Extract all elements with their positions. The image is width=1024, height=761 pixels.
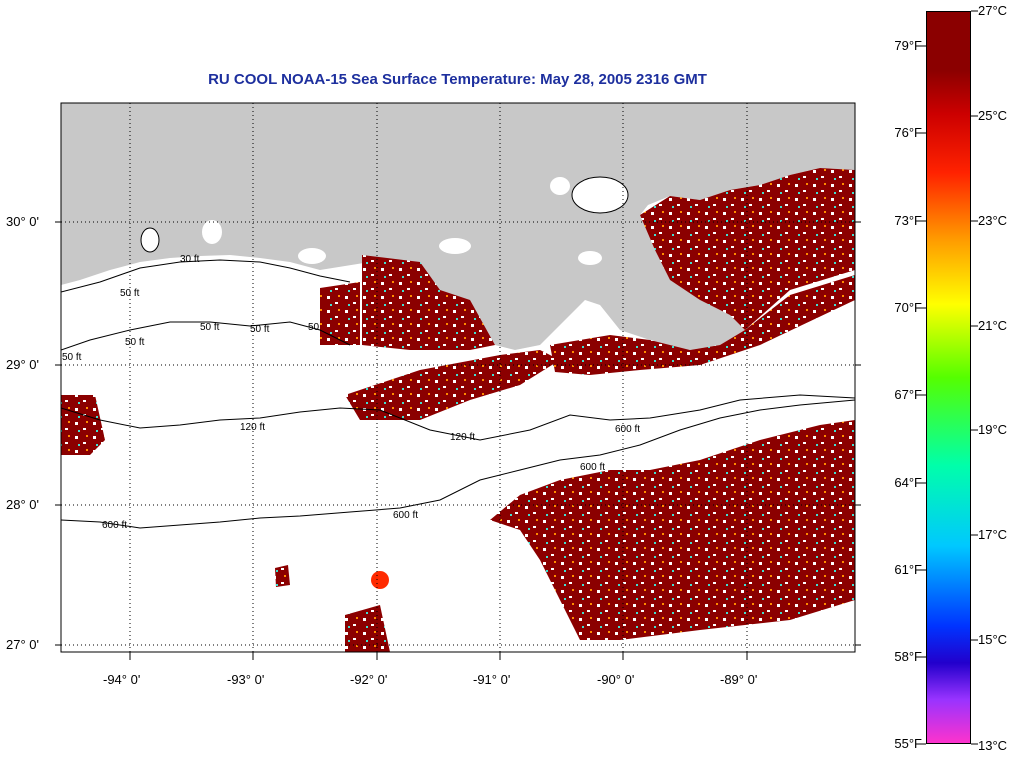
celsius-label: 27°C: [978, 3, 1008, 18]
lon-label: -92° 0': [350, 672, 388, 687]
lake-6: [578, 251, 602, 265]
lon-label: -94° 0': [103, 672, 141, 687]
temperature-colorbar: [926, 11, 971, 744]
fahrenheit-label: 73°F: [894, 213, 922, 228]
contour-label: 600 ft: [393, 510, 418, 521]
celsius-label: 15°C: [978, 632, 1008, 647]
lon-label: -93° 0': [227, 672, 265, 687]
contour-label: 30 ft: [180, 254, 200, 265]
celsius-label: 13°C: [978, 738, 1008, 753]
lat-label: 28° 0': [6, 497, 39, 512]
contour-label: 50: [308, 322, 320, 333]
contour-label: 50 ft: [250, 324, 270, 335]
lat-label: 27° 0': [6, 637, 39, 652]
lat-label: 29° 0': [6, 357, 39, 372]
contour-label: 600 ft: [102, 520, 127, 531]
celsius-label: 23°C: [978, 213, 1008, 228]
isobath-contours: [61, 259, 855, 529]
axis-ticks: [55, 221, 861, 660]
fahrenheit-label: 61°F: [894, 562, 922, 577]
land-mass: [61, 103, 855, 350]
colorbar-ticks: [916, 10, 978, 745]
fahrenheit-label: 70°F: [894, 300, 922, 315]
contour-label: 120 ft: [240, 422, 265, 433]
lake-2: [571, 176, 629, 214]
celsius-label: 17°C: [978, 527, 1008, 542]
fahrenheit-label: 55°F: [894, 736, 922, 751]
plot-content: [61, 103, 855, 652]
contour-label: 50 ft: [120, 288, 140, 299]
plot-frame: [60, 102, 856, 653]
contour-label: 50 ft: [62, 352, 82, 363]
fahrenheit-label: 79°F: [894, 38, 922, 53]
lon-label: -90° 0': [597, 672, 635, 687]
lake-1: [550, 177, 570, 195]
chart-title: RU COOL NOAA-15 Sea Surface Temperature:…: [208, 71, 707, 88]
celsius-label: 19°C: [978, 422, 1008, 437]
lake-7: [140, 227, 160, 253]
sst-data: [61, 168, 855, 652]
fahrenheit-label: 76°F: [894, 125, 922, 140]
lat-label: 30° 0': [6, 214, 39, 229]
fahrenheit-label: 64°F: [894, 475, 922, 490]
celsius-label: 21°C: [978, 318, 1008, 333]
celsius-label: 25°C: [978, 108, 1008, 123]
warm-spot: [371, 571, 389, 589]
contour-label: 120 ft: [450, 432, 475, 443]
graticule: [61, 103, 855, 652]
fahrenheit-label: 67°F: [894, 387, 922, 402]
contour-label: 600 ft: [580, 462, 605, 473]
contour-label: 50 ft: [125, 337, 145, 348]
contour-label: 50 ft: [200, 322, 220, 333]
lake-3: [202, 220, 222, 244]
fahrenheit-label: 58°F: [894, 649, 922, 664]
lon-label: -89° 0': [720, 672, 758, 687]
contour-label: 600 ft: [615, 424, 640, 435]
lon-label: -91° 0': [473, 672, 511, 687]
lake-5: [439, 238, 471, 254]
lake-4: [298, 248, 326, 264]
